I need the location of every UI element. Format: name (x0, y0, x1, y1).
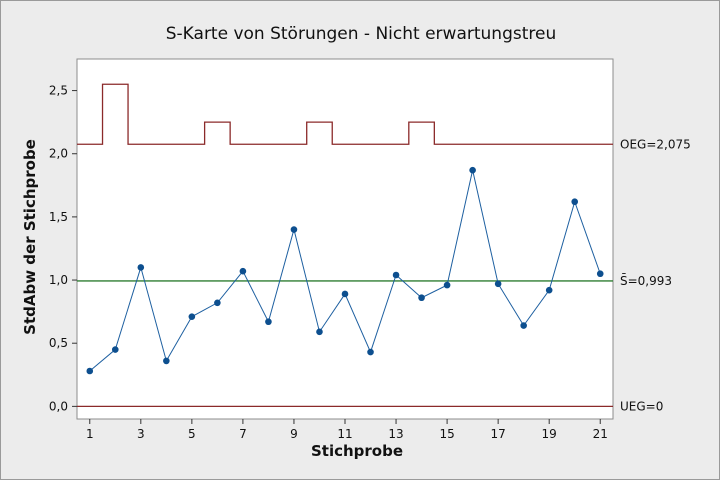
x-tick-label: 11 (337, 427, 352, 441)
y-tick-label: 1,0 (49, 273, 68, 287)
data-point (188, 313, 196, 320)
data-point (86, 367, 94, 375)
x-tick-label: 9 (290, 427, 298, 441)
data-point (571, 198, 579, 206)
y-tick-label: 1,5 (49, 210, 68, 224)
lower-limit-label: UEG=0 (620, 399, 663, 413)
x-tick-label: 3 (137, 427, 145, 441)
data-point (494, 280, 502, 288)
x-tick-label: 21 (593, 427, 608, 441)
data-point (239, 267, 247, 275)
data-point (163, 357, 170, 365)
y-tick-label: 0,5 (49, 336, 68, 350)
x-tick-label: 15 (439, 427, 454, 441)
x-tick-label: 5 (188, 427, 196, 441)
data-point (469, 166, 476, 174)
x-tick-label: 13 (388, 427, 403, 441)
upper-limit-line (77, 83, 613, 145)
plot-area (76, 58, 614, 420)
data-point (418, 294, 425, 302)
x-tick-label: 17 (491, 427, 506, 441)
data-point (214, 299, 221, 307)
y-tick-label: 2,0 (49, 147, 68, 161)
data-point (290, 226, 298, 233)
data-point (367, 348, 374, 356)
data-point (111, 346, 119, 353)
y-tick-label: 2,5 (49, 84, 68, 98)
center-line-label: S̄=0,993 (620, 274, 672, 288)
data-point (596, 270, 604, 278)
x-tick-label: 7 (239, 427, 247, 441)
y-tick-label: 0,0 (49, 399, 68, 413)
y-axis-title: StdAbw der Stichprobe (21, 139, 39, 335)
upper-limit-label: OEG=2,075 (620, 137, 691, 151)
data-point (520, 322, 527, 329)
data-point (265, 318, 272, 326)
data-point (443, 281, 451, 289)
data-point (392, 271, 400, 279)
chart-title: S-Karte von Störungen - Nicht erwartungs… (166, 24, 556, 44)
data-point (316, 328, 323, 336)
x-tick-label: 19 (542, 427, 557, 441)
data-point (137, 264, 145, 271)
data-point (341, 290, 349, 298)
x-axis-title: Stichprobe (311, 442, 403, 460)
x-tick-label: 1 (86, 427, 94, 441)
data-point (545, 286, 553, 294)
